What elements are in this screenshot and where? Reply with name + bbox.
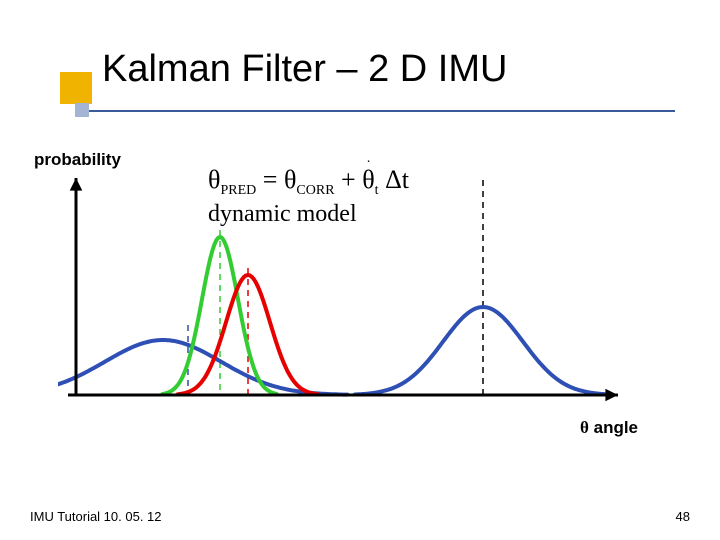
footer-source: IMU Tutorial 10. 05. 12 bbox=[30, 509, 162, 524]
y-axis-arrow-icon bbox=[70, 178, 83, 191]
gyro-wide-blue bbox=[58, 340, 347, 395]
slide: Kalman Filter – 2 D IMU probability θPRE… bbox=[0, 0, 720, 540]
probability-chart bbox=[58, 170, 628, 410]
accent-small-square-icon bbox=[75, 103, 89, 117]
x-axis-word: angle bbox=[594, 418, 638, 437]
y-axis-label: probability bbox=[34, 150, 121, 170]
accent-box-icon bbox=[60, 72, 92, 104]
eq-theta-dot: · bbox=[366, 155, 371, 171]
corrected-green bbox=[162, 237, 276, 394]
x-axis-label: θ angle bbox=[580, 418, 638, 438]
page-number: 48 bbox=[676, 509, 690, 524]
title-underline bbox=[75, 110, 675, 112]
title-block: Kalman Filter – 2 D IMU bbox=[30, 40, 670, 130]
x-axis-arrow-icon bbox=[605, 389, 618, 402]
slide-title: Kalman Filter – 2 D IMU bbox=[102, 48, 507, 91]
x-axis-theta-icon: θ bbox=[580, 418, 589, 437]
